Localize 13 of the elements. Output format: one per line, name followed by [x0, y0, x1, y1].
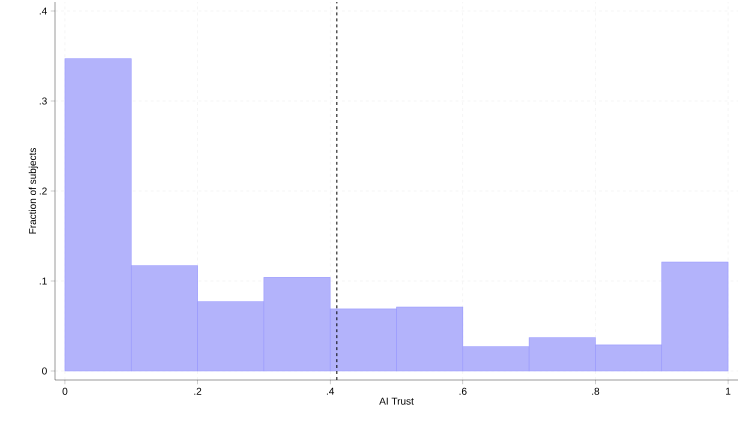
y-tick-label: .3 — [40, 97, 47, 105]
x-tick-label: .4 — [326, 388, 334, 395]
x-tick-label: .8 — [592, 388, 600, 395]
x-tick-label: .6 — [460, 388, 467, 395]
y-tick-label: .1 — [40, 278, 47, 284]
x-tick-label: 0 — [62, 388, 68, 395]
x-tick-label: 1 — [726, 388, 730, 395]
y-axis-title: Fraction of subjects — [28, 148, 38, 234]
y-tick-label: .4 — [40, 8, 47, 14]
x-tick-label: .2 — [194, 388, 202, 395]
y-tick-label: 0 — [42, 367, 47, 375]
x-axis-title: AI Trust — [379, 398, 414, 405]
y-tick-label: .2 — [40, 188, 47, 194]
